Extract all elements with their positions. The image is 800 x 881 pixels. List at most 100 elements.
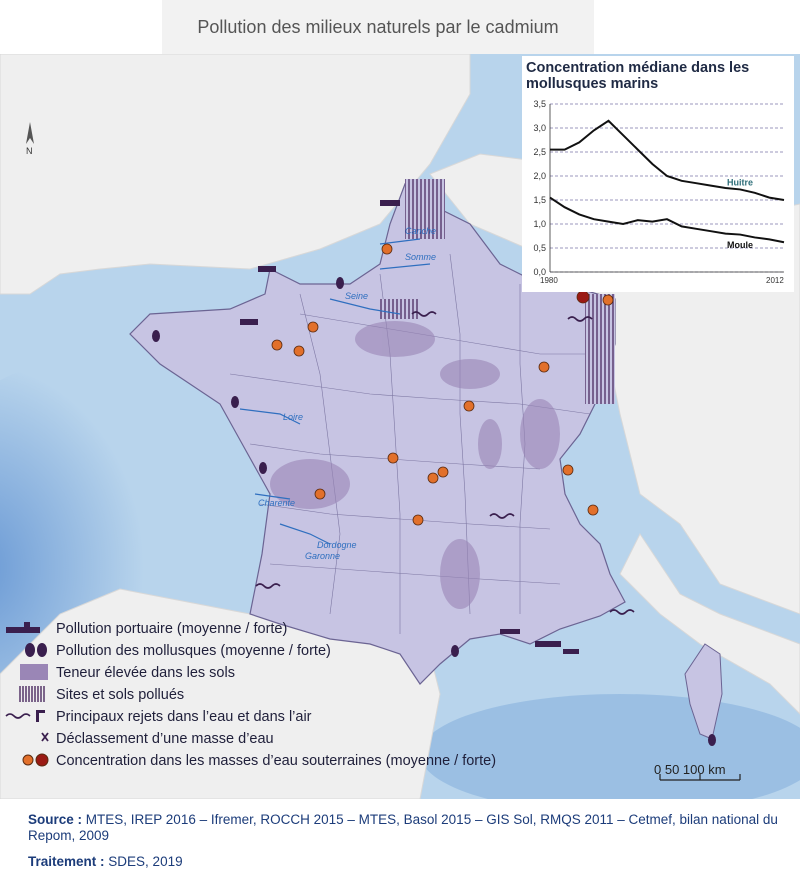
line-chart: 0,0 0,5 1,0 1,5 2,0 2,5 3,0 3,5 1980 2012 Huitre Mo… bbox=[533, 99, 785, 285]
river-label: Charente bbox=[258, 498, 295, 508]
soil-area bbox=[355, 321, 435, 357]
river-label: Dordogne bbox=[317, 540, 357, 550]
shell-icon bbox=[231, 396, 239, 408]
shell-icon bbox=[4, 641, 56, 661]
legend-item: Pollution portuaire (moyenne / forte) bbox=[4, 618, 496, 640]
rivers bbox=[239, 238, 431, 545]
source-note: Source : MTES, IREP 2016 – Ifremer, ROCC… bbox=[28, 812, 788, 844]
soil-area bbox=[440, 359, 500, 389]
legend-label: Sites et sols pollués bbox=[56, 687, 185, 703]
dot-medium bbox=[562, 464, 574, 476]
soil-area bbox=[478, 419, 502, 469]
scale-label: 0 50 100 km bbox=[654, 762, 726, 777]
dot-medium bbox=[387, 452, 399, 464]
soil-area bbox=[440, 539, 480, 609]
soil-areas bbox=[270, 321, 560, 609]
legend-label: Pollution des mollusques (moyenne / fort… bbox=[56, 643, 331, 659]
legend-label: Concentration dans les masses d’eau sout… bbox=[56, 753, 497, 769]
y-tick-label: 3,0 bbox=[533, 123, 546, 133]
soil-area bbox=[270, 459, 350, 509]
y-tick-label: 1,0 bbox=[533, 219, 546, 229]
north-arrow-icon: N bbox=[26, 122, 34, 156]
emission-icon bbox=[411, 311, 437, 317]
dot-medium bbox=[307, 321, 319, 333]
dot-medium bbox=[538, 361, 550, 373]
dot-icon bbox=[4, 751, 56, 771]
legend-item: Principaux rejets dans l’eau et dans l’a… bbox=[4, 706, 496, 728]
series-label: Huitre bbox=[727, 178, 753, 188]
shell-icon bbox=[708, 734, 716, 746]
emission-icons bbox=[255, 311, 635, 615]
source-label: Source : bbox=[28, 812, 83, 827]
legend-item: Sites et sols pollués bbox=[4, 684, 496, 706]
treatment-text: SDES, 2019 bbox=[108, 854, 183, 869]
inset-chart-title: Concentration médiane dans les mollusque… bbox=[526, 60, 794, 92]
uk-land bbox=[0, 54, 471, 295]
shell-icon bbox=[451, 645, 459, 657]
series-line-moule bbox=[549, 196, 785, 244]
series-label: Moule bbox=[727, 240, 753, 250]
dot-medium bbox=[381, 243, 393, 255]
legend-label: Déclassement d’une masse d’eau bbox=[56, 731, 274, 747]
groundwater-dots bbox=[271, 243, 614, 526]
dot-medium bbox=[293, 345, 305, 357]
dot-medium bbox=[314, 488, 326, 500]
inset-title-line1: Concentration médiane dans les bbox=[526, 60, 750, 76]
map-title: Pollution des milieux naturels par le ca… bbox=[162, 0, 594, 54]
ship-icon bbox=[240, 319, 258, 325]
italy-land bbox=[619, 533, 800, 715]
legend: Pollution portuaire (moyenne / forte) Pol… bbox=[4, 618, 496, 772]
dot-medium bbox=[271, 339, 283, 351]
ship-icon bbox=[258, 266, 276, 272]
legend-label: Teneur élevée dans les sols bbox=[56, 665, 235, 681]
scale-bar-graphic bbox=[659, 774, 741, 781]
hatched-area-icon bbox=[4, 685, 56, 705]
emission-icon bbox=[609, 609, 635, 615]
corsica bbox=[684, 643, 723, 740]
shell-icons bbox=[152, 277, 716, 746]
hatched-area bbox=[380, 299, 420, 319]
emission-icon bbox=[489, 513, 515, 519]
series-line-huitre bbox=[550, 119, 785, 201]
y-tick-label: 0,5 bbox=[533, 243, 546, 253]
dot-medium bbox=[587, 504, 599, 516]
dot-medium bbox=[463, 400, 475, 412]
emission-icon bbox=[567, 316, 593, 322]
polluted-sites bbox=[380, 179, 615, 404]
emission-icon bbox=[4, 707, 56, 727]
y-tick-label: 0,0 bbox=[533, 267, 546, 277]
source-text: MTES, IREP 2016 – Ifremer, ROCCH 2015 – … bbox=[28, 812, 778, 843]
port-icons bbox=[240, 200, 579, 654]
inset-chart: Concentration médiane dans les mollusque… bbox=[522, 56, 794, 292]
river-label: Seine bbox=[345, 291, 368, 301]
soil-area bbox=[520, 399, 560, 469]
river-label: Garonne bbox=[305, 551, 340, 561]
hatched-area bbox=[585, 294, 615, 404]
ship-icon bbox=[500, 629, 520, 634]
legend-label: Pollution portuaire (moyenne / forte) bbox=[56, 621, 288, 637]
legend-item: Concentration dans les masses d’eau sout… bbox=[4, 750, 496, 772]
legend-item: Déclassement d’une masse d’eau bbox=[4, 728, 496, 750]
river-label: Loire bbox=[283, 412, 303, 422]
ship-icon bbox=[4, 619, 56, 639]
shell-icon bbox=[259, 462, 267, 474]
ship-icon bbox=[380, 200, 400, 206]
x-tick-label: 1980 bbox=[540, 276, 558, 285]
dot-medium bbox=[412, 514, 424, 526]
treatment-label: Traitement : bbox=[28, 854, 105, 869]
inset-title-line2: mollusques marins bbox=[526, 76, 659, 92]
svg-text:N: N bbox=[26, 146, 33, 156]
soil-area-icon bbox=[4, 663, 56, 683]
river-labels: Canche Somme Seine Loire Charente Dordog… bbox=[258, 226, 436, 561]
river-label: Somme bbox=[405, 252, 436, 262]
legend-item: Pollution des mollusques (moyenne / fort… bbox=[4, 640, 496, 662]
legend-item: Teneur élevée dans les sols bbox=[4, 662, 496, 684]
y-tick-label: 1,5 bbox=[533, 195, 546, 205]
y-tick-label: 2,5 bbox=[533, 147, 546, 157]
y-tick-label: 3,5 bbox=[533, 99, 546, 109]
x-cross-icon bbox=[4, 729, 56, 749]
dot-medium bbox=[437, 466, 449, 478]
shell-icon bbox=[336, 277, 344, 289]
emission-icon bbox=[255, 583, 281, 589]
ship-icon bbox=[563, 649, 579, 654]
